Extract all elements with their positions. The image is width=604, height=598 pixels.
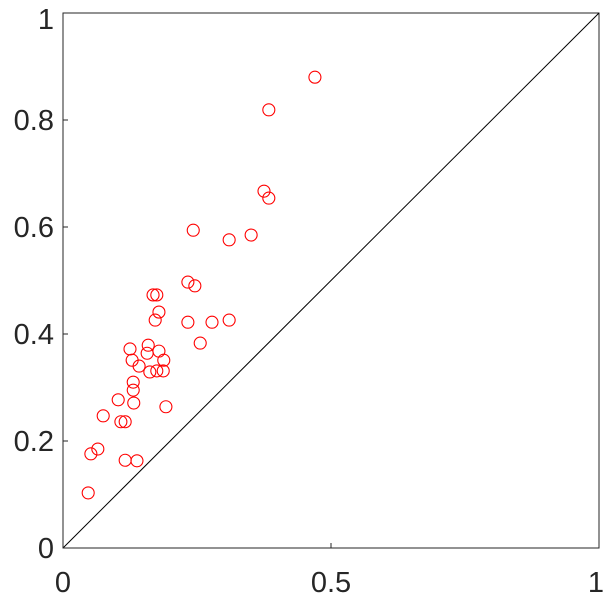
y-tick-label: 0.8: [14, 105, 54, 137]
point: [146, 288, 160, 302]
point: [127, 396, 141, 410]
point: [188, 279, 202, 293]
reference-diagonal: [62, 12, 600, 549]
point: [222, 233, 236, 247]
point: [186, 223, 200, 237]
point: [181, 275, 195, 289]
y-tick-label: 0.6: [14, 212, 54, 244]
point: [118, 415, 132, 429]
point: [84, 447, 98, 461]
point: [96, 409, 110, 423]
point: [148, 313, 162, 327]
point: [181, 315, 195, 329]
point: [123, 342, 137, 356]
point: [140, 346, 154, 360]
x-tick-label: 0.5: [311, 567, 351, 598]
point: [130, 454, 144, 468]
point: [244, 228, 258, 242]
point: [262, 103, 276, 117]
point: [222, 313, 236, 327]
point: [159, 400, 173, 414]
point: [308, 70, 322, 84]
point: [118, 453, 132, 467]
point: [150, 364, 164, 378]
point: [81, 486, 95, 500]
point: [114, 415, 128, 429]
point: [91, 442, 105, 456]
point: [152, 344, 166, 358]
x-tick-label: 0: [55, 567, 71, 598]
point: [111, 393, 125, 407]
y-tick-label: 0.4: [14, 319, 54, 351]
point: [141, 338, 155, 352]
x-tick-label: 1: [588, 567, 604, 598]
point: [126, 375, 140, 389]
point: [262, 191, 276, 205]
point: [152, 305, 166, 319]
point: [157, 353, 171, 367]
point: [205, 315, 219, 329]
point: [193, 336, 207, 350]
y-tick-label: 0: [38, 533, 54, 565]
point: [156, 364, 170, 378]
point: [257, 184, 271, 198]
point: [143, 365, 157, 379]
point: [132, 359, 146, 373]
y-tick-label: 0.2: [14, 426, 54, 458]
y-tick-label: 1: [38, 4, 54, 36]
point: [126, 383, 140, 397]
point: [150, 288, 164, 302]
